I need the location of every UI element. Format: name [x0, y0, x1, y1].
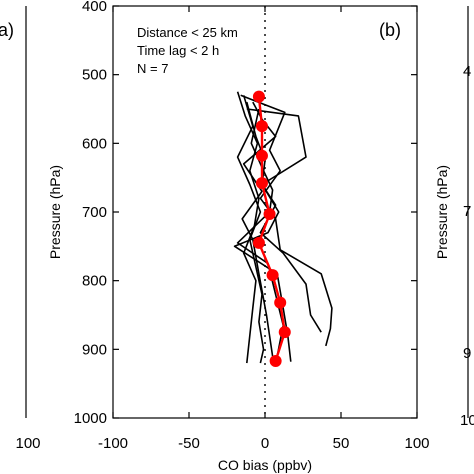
- y-tick-label: 500: [82, 67, 107, 84]
- x-tick-label: 0: [261, 435, 269, 452]
- mean-point: [278, 326, 291, 339]
- left-panel-tick-label: 100: [15, 435, 40, 452]
- profile-line: [241, 101, 277, 357]
- profile-line: [236, 91, 260, 364]
- mean-point: [263, 208, 276, 221]
- y-tick-label: 700: [82, 204, 107, 221]
- right-panel-tick-fragment: 4: [463, 63, 471, 80]
- x-axis-title: CO bias (ppbv): [218, 457, 312, 473]
- mean-point: [255, 177, 268, 190]
- x-tick-label: 100: [404, 435, 429, 452]
- left-panel-fragment: a) 100: [0, 6, 41, 452]
- y-tick-label: 400: [82, 0, 107, 15]
- mean-point: [252, 90, 265, 103]
- left-panel-label-fragment: a): [0, 20, 14, 40]
- x-tick-label: 50: [333, 435, 350, 452]
- y-tick-label: 1000: [74, 410, 107, 427]
- panel-label: (b): [379, 20, 401, 40]
- profile-line: [233, 108, 307, 362]
- mean-point: [255, 120, 268, 133]
- x-tick-label: -100: [98, 435, 128, 452]
- mean-profile: [252, 90, 291, 368]
- mean-point: [269, 355, 282, 368]
- annotation-time-lag: Time lag < 2 h: [137, 43, 219, 58]
- y-tick-label: 600: [82, 135, 107, 152]
- right-panel-fragment: Pressure (hPa) 4 7 9 10: [434, 6, 474, 429]
- x-axis-ticks: -100 -50 0 50 100: [98, 6, 430, 452]
- mean-point: [255, 149, 268, 162]
- annotation-count: N = 7: [137, 61, 168, 76]
- mean-point: [274, 296, 287, 309]
- y-axis-ticks: 400 500 600 700 800 900 1000: [74, 0, 417, 427]
- y-axis-title: Pressure (hPa): [47, 165, 63, 259]
- right-panel-axis-title-fragment: Pressure (hPa): [434, 165, 450, 259]
- annotation-distance: Distance < 25 km: [137, 25, 238, 40]
- right-panel-tick-fragment: 9: [463, 345, 471, 362]
- mean-point: [266, 269, 279, 282]
- right-panel-tick-fragment: 7: [463, 203, 471, 220]
- y-tick-label: 800: [82, 273, 107, 290]
- right-panel-bottom-fragment: 10: [460, 412, 474, 429]
- y-tick-label: 900: [82, 341, 107, 358]
- x-tick-label: -50: [178, 435, 200, 452]
- mean-point: [252, 236, 265, 249]
- mean-profile-line: [257, 96, 286, 362]
